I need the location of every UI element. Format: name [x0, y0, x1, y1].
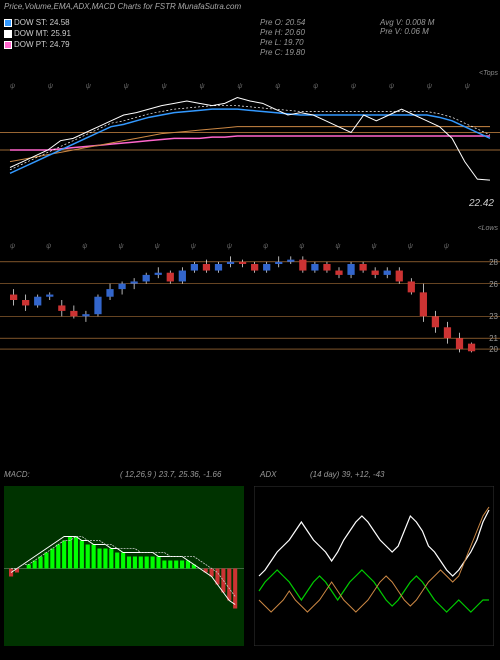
- candle-y-label: 23: [489, 312, 498, 321]
- legend: DOW ST: 24.58 DOW MT: 25.91 DOW PT: 24.7…: [4, 18, 71, 51]
- last-price: 22.42: [469, 198, 494, 209]
- price-panel: ψψψψψψψψψψψψψ: [0, 80, 500, 220]
- lows-tag: <Lows: [478, 225, 498, 232]
- tops-tag: <Tops: [479, 70, 498, 77]
- candle-y-label: 21: [489, 334, 498, 343]
- svg-text:ψ: ψ: [299, 243, 304, 250]
- macd-params: ( 12,26,9 ) 23.7, 25.36, -1.66: [120, 470, 221, 479]
- svg-text:ψ: ψ: [372, 243, 377, 250]
- chart-title: Price,Volume,EMA,ADX,MACD Charts for FST…: [4, 2, 241, 11]
- svg-text:ψ: ψ: [408, 243, 413, 250]
- legend-st-label: DOW ST:: [14, 18, 47, 27]
- legend-pt-label: DOW PT:: [14, 40, 47, 49]
- legend-pt-val: 24.79: [50, 40, 70, 49]
- candle-y-label: 26: [489, 280, 498, 289]
- svg-text:ψ: ψ: [335, 243, 340, 250]
- adx-params: (14 day) 39, +12, -43: [310, 470, 385, 479]
- svg-text:ψ: ψ: [82, 243, 87, 250]
- svg-text:ψ: ψ: [155, 243, 160, 250]
- svg-text:ψ: ψ: [86, 83, 91, 90]
- candle-panel: ψψψψψψψψψψψψψ: [0, 240, 500, 360]
- svg-text:ψ: ψ: [465, 83, 470, 90]
- ohlc-block: Pre O: 20.54 Pre H: 20.60 Pre L: 19.70 P…: [260, 18, 305, 58]
- svg-text:ψ: ψ: [227, 243, 232, 250]
- candle-y-label: 20: [489, 345, 498, 354]
- volume-block: Avg V: 0.008 M Pre V: 0.06 M: [380, 18, 434, 36]
- adx-label: ADX: [260, 470, 276, 479]
- svg-text:ψ: ψ: [237, 83, 242, 90]
- svg-text:ψ: ψ: [275, 83, 280, 90]
- legend-st-val: 24.58: [50, 18, 70, 27]
- svg-text:ψ: ψ: [263, 243, 268, 250]
- macd-panel: MACD: ( 12,26,9 ) 23.7, 25.36, -1.66: [0, 470, 250, 650]
- svg-text:ψ: ψ: [313, 83, 318, 90]
- svg-text:ψ: ψ: [10, 83, 15, 90]
- svg-text:ψ: ψ: [162, 83, 167, 90]
- svg-text:ψ: ψ: [444, 243, 449, 250]
- macd-label: MACD:: [4, 470, 30, 479]
- adx-panel: ADX (14 day) 39, +12, -43: [250, 470, 500, 650]
- svg-text:ψ: ψ: [10, 243, 15, 250]
- svg-text:ψ: ψ: [191, 243, 196, 250]
- legend-mt-label: DOW MT:: [14, 29, 49, 38]
- svg-text:ψ: ψ: [199, 83, 204, 90]
- svg-text:ψ: ψ: [124, 83, 129, 90]
- candle-y-label: 28: [489, 258, 498, 267]
- svg-text:ψ: ψ: [389, 83, 394, 90]
- svg-text:ψ: ψ: [46, 243, 51, 250]
- svg-text:ψ: ψ: [351, 83, 356, 90]
- svg-text:ψ: ψ: [48, 83, 53, 90]
- svg-text:ψ: ψ: [118, 243, 123, 250]
- legend-mt-val: 25.91: [51, 29, 71, 38]
- svg-text:ψ: ψ: [427, 83, 432, 90]
